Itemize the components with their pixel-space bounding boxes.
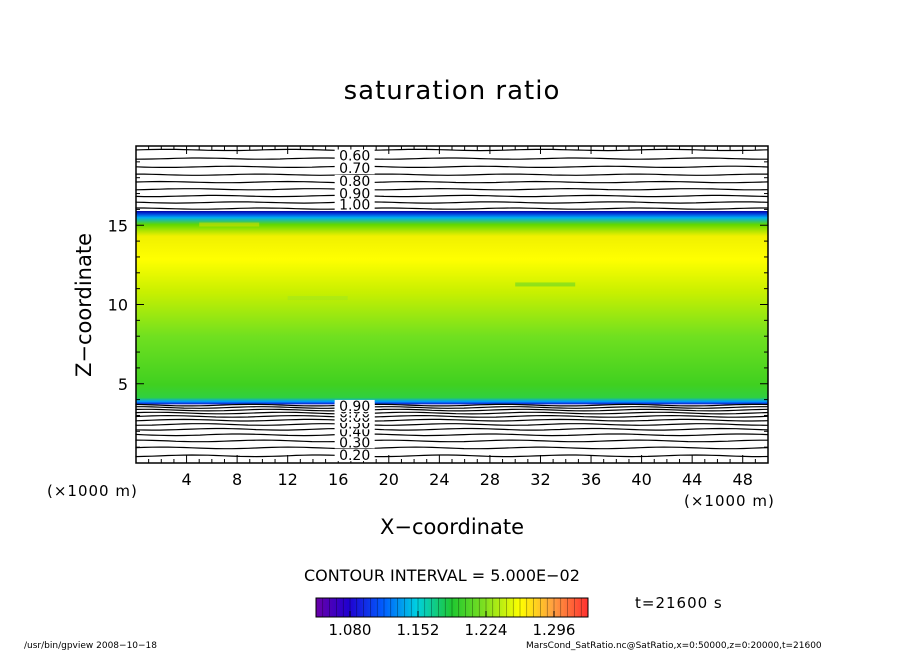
x-tick-label-32: 32	[530, 470, 550, 489]
upper-contour-label-0: 0.60	[339, 149, 370, 165]
lower-contour-line-1	[135, 406, 768, 409]
upper-contour-line-7	[135, 157, 768, 160]
y-tick-label-10: 10	[108, 296, 128, 315]
band-texture-0	[199, 222, 260, 227]
x-tick-label-24: 24	[429, 470, 449, 489]
contour-lines-layer	[135, 148, 769, 458]
upper-contour-label-bg-0	[334, 149, 375, 162]
x-tick-label-28: 28	[480, 470, 500, 489]
lower-contour-label-bg-0	[334, 449, 375, 462]
lower-contour-line-3	[135, 411, 769, 415]
upper-contour-line-8	[135, 148, 769, 152]
time-label: t=21600 s	[635, 594, 723, 612]
upper-contour-label-2: 0.80	[339, 174, 370, 190]
upper-contour-label-bg-2	[334, 174, 375, 187]
contour-labels-layer: 0.600.700.800.901.000.200.300.400.500.60…	[334, 149, 375, 464]
upper-contour-label-bg-3	[334, 187, 375, 200]
lower-contour-line-10	[135, 446, 769, 450]
upper-contour-label-bg-4	[334, 198, 375, 211]
lower-contour-label-0: 0.20	[339, 448, 370, 464]
upper-contour-label-3: 0.90	[339, 187, 370, 203]
colorbar-tick-label-0: 1.080	[329, 621, 372, 639]
x-axis-label: X−coordinate	[0, 515, 904, 539]
lower-contour-line-4	[135, 414, 769, 418]
x-axis-label-text: X−coordinate	[380, 515, 524, 539]
lower-contour-label-7: 0.90	[339, 399, 370, 415]
lower-contour-label-1: 0.30	[339, 435, 370, 451]
y-tick-label-15: 15	[108, 216, 128, 235]
footer-program: /usr/bin/gpview 2008−10−18	[24, 641, 158, 651]
lower-contour-label-bg-7	[334, 399, 375, 412]
upper-contour-label-1: 0.70	[339, 161, 370, 177]
upper-contour-line-1	[135, 201, 769, 204]
upper-contour-line-4	[135, 180, 769, 184]
lower-contour-line-5	[135, 418, 769, 422]
upper-contour-line-3	[135, 187, 769, 191]
x-tick-label-12: 12	[278, 470, 298, 489]
y-tick-label-5: 5	[118, 375, 128, 394]
x-tick-label-20: 20	[379, 470, 399, 489]
colorbar-tick-label-2: 1.224	[465, 621, 508, 639]
x-tick-label-48: 48	[733, 470, 753, 489]
filled-band-layer	[136, 210, 768, 405]
lower-contour-line-11	[135, 454, 769, 458]
upper-contour-label-bg-1	[334, 162, 375, 175]
x-tick-label-8: 8	[232, 470, 242, 489]
colorbar: 1.080 1.152 1.224 1.296	[315, 597, 589, 639]
upper-contour-line-5	[135, 173, 768, 176]
x-tick-label-36: 36	[581, 470, 601, 489]
upper-contour-line-6	[135, 165, 769, 168]
chart-title: saturation ratio	[343, 76, 561, 106]
colorbar-tick-label-3: 1.296	[533, 621, 576, 639]
contour-interval-label: CONTOUR INTERVAL = 5.000E−02	[304, 566, 580, 585]
colorbar-tick-label-1: 1.152	[397, 621, 440, 639]
x-tick-label-16: 16	[328, 470, 348, 489]
upper-contour-label-4: 1.00	[339, 198, 370, 214]
x-tick-label-40: 40	[631, 470, 651, 489]
upper-contour-line-0	[135, 207, 768, 210]
footer-file: MarsCond_SatRatio.nc@SatRatio,x=0:50000,…	[526, 641, 822, 651]
lower-contour-line-7	[135, 427, 769, 431]
saturation-band	[136, 210, 768, 405]
band-texture-2	[515, 282, 576, 287]
lower-contour-line-2	[135, 408, 769, 412]
x-tick-label-4: 4	[181, 470, 191, 489]
lower-contour-line-6	[135, 423, 769, 426]
lower-contour-line-0	[135, 403, 769, 407]
lower-contour-label-bg-1	[334, 436, 375, 449]
x-tick-label-44: 44	[682, 470, 702, 489]
x-axis-unit: (×1000 m)	[684, 492, 775, 510]
lower-contour-line-9	[135, 439, 768, 443]
band-texture-1	[287, 296, 348, 301]
upper-contour-line-2	[135, 194, 769, 198]
lower-contour-line-8	[135, 433, 769, 437]
z-axis-unit: (×1000 m)	[47, 482, 138, 500]
